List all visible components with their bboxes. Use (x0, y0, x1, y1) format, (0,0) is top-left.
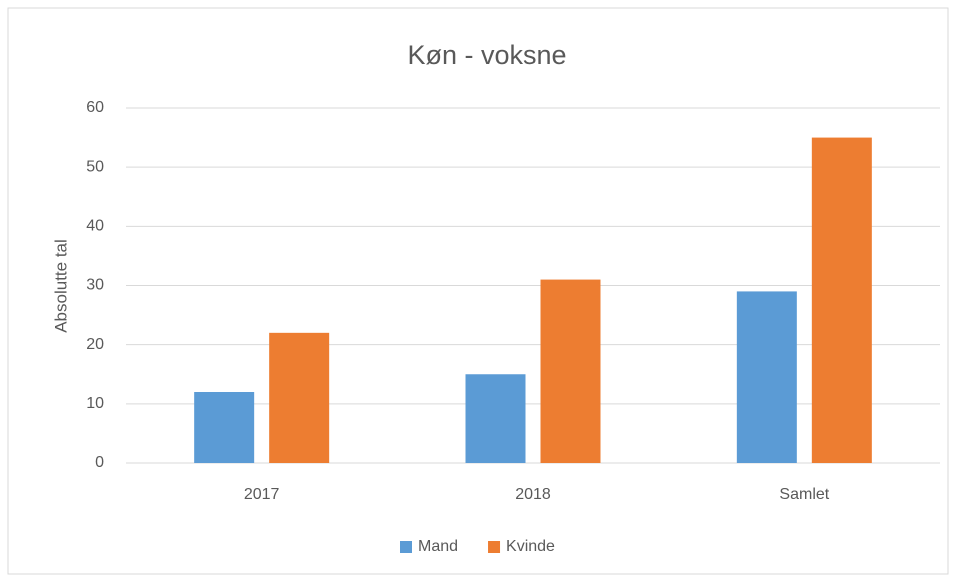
x-tick-label: 2017 (244, 486, 280, 503)
legend-swatch (488, 541, 501, 553)
chart-title: Køn - voksne (407, 40, 566, 70)
y-tick-label: 40 (86, 218, 104, 235)
legend-label: Mand (418, 538, 458, 555)
y-axis-label: Absolutte tal (51, 239, 70, 333)
y-tick-label: 50 (86, 158, 104, 175)
y-tick-label: 60 (86, 99, 104, 116)
x-tick-label: 2018 (515, 486, 551, 503)
y-tick-label: 0 (95, 454, 104, 471)
bar (465, 374, 526, 463)
y-tick-label: 10 (86, 395, 104, 412)
bar (736, 291, 797, 463)
legend-swatch (400, 541, 412, 553)
y-tick-label: 20 (86, 336, 104, 353)
x-tick-label: Samlet (779, 486, 829, 503)
bar (540, 279, 601, 463)
chart-frame (7, 7, 949, 575)
legend-label: Kvinde (506, 538, 555, 555)
bar (269, 332, 330, 463)
y-tick-label: 30 (86, 277, 104, 294)
bar (811, 137, 872, 464)
bar (194, 392, 255, 463)
